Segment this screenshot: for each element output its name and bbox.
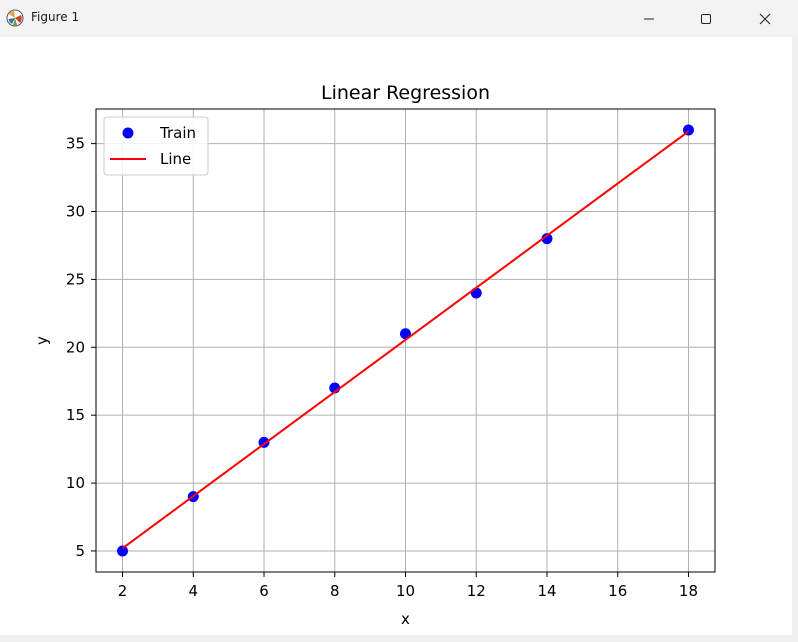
series-layer: [117, 124, 694, 557]
train-point: [117, 545, 129, 557]
y-tick-label: 25: [66, 270, 85, 288]
x-tick-label: 6: [259, 582, 269, 600]
maximize-icon: [701, 13, 711, 24]
train-point: [400, 328, 411, 340]
y-tick-label: 20: [66, 338, 85, 356]
legend-marker-train: [122, 127, 134, 139]
ticks-layer: 2 4 6 8 10 12 14 16 18 5 10 15 20 25 30 35: [66, 135, 698, 600]
x-tick-label: 10: [396, 582, 415, 600]
x-tick-label: 2: [118, 582, 128, 600]
x-tick-label: 18: [679, 582, 698, 600]
x-tick-label: 16: [608, 582, 627, 600]
y-tick-label: 30: [66, 203, 85, 221]
x-tick-label: 4: [188, 582, 198, 600]
x-tick-label: 8: [330, 582, 340, 600]
regression-line: [121, 130, 690, 550]
y-tick-label: 35: [66, 135, 85, 153]
grid-layer: [96, 109, 715, 572]
x-tick-label: 12: [467, 582, 486, 600]
window-bottom-edge: [0, 635, 798, 642]
chart-title: Linear Regression: [321, 82, 490, 104]
minimize-icon: [644, 18, 654, 19]
window-right-edge: [792, 37, 798, 642]
train-point: [470, 287, 482, 299]
matplotlib-app-icon: [6, 9, 24, 27]
legend-label: Train: [159, 124, 196, 142]
x-axis-label: x: [401, 610, 410, 628]
y-tick-label: 15: [66, 406, 85, 424]
close-button[interactable]: [742, 0, 788, 37]
close-icon: [759, 13, 771, 24]
train-point: [541, 233, 553, 245]
maximize-button[interactable]: [683, 0, 729, 37]
figure-canvas: 2 4 6 8 10 12 14 16 18 5 10 15 20 25 30 35 Linear Regre…: [0, 37, 792, 635]
minimize-button[interactable]: [626, 0, 672, 37]
chart-svg: 2 4 6 8 10 12 14 16 18 5 10 15 20 25 30 35 Linear Regre…: [33, 82, 716, 628]
y-tick-label: 10: [66, 474, 85, 492]
window-titlebar: Figure 1: [0, 0, 798, 37]
x-tick-label: 14: [537, 582, 556, 600]
y-axis-label: y: [33, 336, 51, 345]
window-title: Figure 1: [31, 10, 80, 24]
y-tick-label: 5: [75, 542, 85, 560]
legend: Train Line: [103, 116, 209, 176]
legend-label: Line: [160, 150, 191, 168]
